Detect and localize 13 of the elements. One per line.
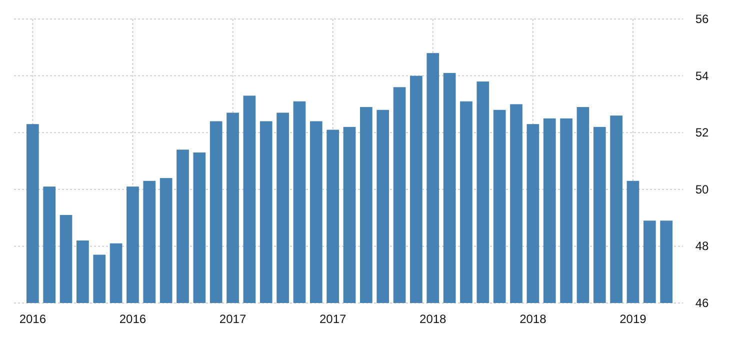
y-tick-label: 50 (695, 182, 709, 196)
x-tick-label: 2017 (319, 312, 346, 326)
x-tick-label: 2019 (620, 312, 647, 326)
x-tick-label: 2018 (420, 312, 447, 326)
y-tick-label: 48 (695, 239, 709, 254)
x-tick-label: 2017 (219, 312, 246, 326)
y-tick-label: 46 (695, 296, 709, 310)
y-tick-label: 52 (695, 126, 709, 140)
x-tick-label: 2016 (19, 312, 46, 326)
x-tick-label: 2016 (119, 312, 146, 326)
y-tick-label: 56 (695, 12, 709, 26)
x-tick-label: 2018 (520, 312, 547, 326)
y-tick-label: 54 (695, 68, 709, 83)
